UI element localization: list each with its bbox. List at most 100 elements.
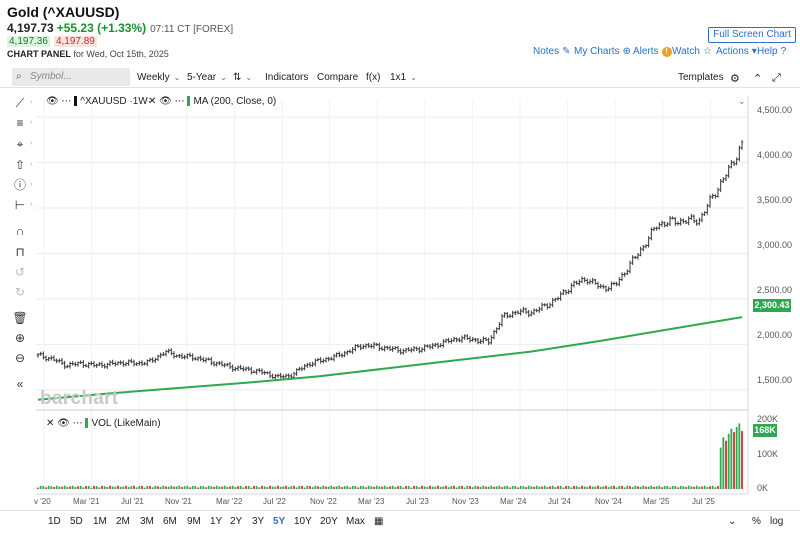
- percent-toggle[interactable]: %: [752, 516, 761, 527]
- indicators-button[interactable]: Indicators: [265, 72, 309, 83]
- volume-bar: [567, 485, 570, 489]
- ohlc-bar: [578, 279, 581, 286]
- volume-bar: [285, 485, 287, 489]
- ohlc-bar: [524, 307, 528, 315]
- volume-bar: [317, 486, 319, 489]
- volume-bar: [421, 485, 423, 489]
- range-button-1d[interactable]: 1D: [48, 516, 61, 527]
- ohlc-bar: [716, 187, 720, 198]
- unlock-icon[interactable]: ⊓: [15, 245, 25, 259]
- my-charts-link[interactable]: My Charts ⊕: [574, 46, 631, 57]
- measure-tool-icon[interactable]: ⊢ ›: [14, 198, 33, 212]
- log-toggle[interactable]: log: [770, 516, 784, 527]
- range-button-1m[interactable]: 1M: [93, 516, 107, 527]
- layout-dropdown[interactable]: 1x1 ⌄: [390, 72, 417, 83]
- chevron-down-icon[interactable]: ⌄: [728, 516, 737, 527]
- notes-link[interactable]: Notes ✎: [533, 46, 571, 57]
- zoom-out-icon[interactable]: ⊖: [14, 351, 26, 365]
- chart-type-dropdown[interactable]: ⇅ ⌄: [233, 72, 252, 83]
- volume-bar: [247, 485, 250, 489]
- calendar-icon[interactable]: ▦: [374, 516, 384, 527]
- settings-gear-icon[interactable]: ⚙: [730, 73, 740, 85]
- range-dropdown[interactable]: 5-Year ⌄: [187, 72, 227, 83]
- alerts-link[interactable]: Alerts!: [633, 46, 672, 57]
- more-icon[interactable]: ⋯: [61, 96, 72, 107]
- legend-collapse-icon[interactable]: ⌄: [738, 96, 746, 106]
- range-button-20y[interactable]: 20Y: [320, 516, 338, 527]
- range-button-2y[interactable]: 2Y: [230, 516, 243, 527]
- symbol-search-input[interactable]: ⌕ Symbol...: [12, 68, 130, 86]
- ohlc-bar: [322, 358, 325, 364]
- ohlc-bar: [463, 334, 466, 340]
- redo-icon[interactable]: ↻: [14, 285, 26, 299]
- volume-bar: [626, 485, 629, 489]
- ohlc-bar: [247, 366, 250, 371]
- volume-bar: [610, 486, 613, 489]
- help-link[interactable]: Help?: [757, 46, 786, 57]
- range-button-max[interactable]: Max: [346, 516, 365, 527]
- trendline-tool-icon[interactable]: ⟋ ›: [15, 96, 33, 110]
- range-button-3y[interactable]: 3Y: [252, 516, 265, 527]
- range-button-5d[interactable]: 5D: [70, 516, 83, 527]
- volume-legend[interactable]: ✕ 👁 ⋯ VOL (LikeMain): [46, 418, 161, 429]
- close-icon[interactable]: ✕: [46, 418, 55, 429]
- ohlc-bar: [103, 363, 106, 369]
- ohlc-bar: [650, 227, 653, 241]
- main-series-legend[interactable]: 👁 ⋯ ^XAUUSD ·1W·: [46, 96, 151, 107]
- fibonacci-tool-icon[interactable]: ≡ ›: [16, 116, 33, 130]
- ohlc-bar: [276, 373, 280, 378]
- trash-icon[interactable]: 🗑: [12, 311, 28, 325]
- actions-menu[interactable]: Actions ▾: [716, 46, 757, 57]
- range-button-2m[interactable]: 2M: [116, 516, 130, 527]
- close-icon[interactable]: ✕: [148, 96, 157, 107]
- ohlc-bar: [234, 366, 237, 372]
- watch-link[interactable]: Watch ☆: [672, 46, 712, 57]
- templates-button[interactable]: Templates: [678, 72, 724, 83]
- more-icon[interactable]: ⋯: [174, 96, 185, 107]
- collapse-sidebar-icon[interactable]: «: [16, 377, 24, 391]
- range-button-6m[interactable]: 6M: [163, 516, 177, 527]
- magnet-icon[interactable]: ∩: [15, 224, 25, 238]
- ma-legend[interactable]: ✕ 👁 ⋯ MA (200, Close, 0): [148, 96, 276, 107]
- ohlc-bar: [338, 351, 341, 358]
- range-button-3m[interactable]: 3M: [140, 516, 154, 527]
- collapse-up-icon[interactable]: ⌃: [753, 73, 763, 85]
- volume-bar: [157, 486, 159, 489]
- range-button-9m[interactable]: 9M: [187, 516, 201, 527]
- volume-bar: [514, 485, 517, 489]
- eye-icon[interactable]: 👁: [57, 418, 70, 429]
- undo-icon[interactable]: ↺: [14, 265, 26, 279]
- compare-button[interactable]: Compare: [317, 72, 359, 83]
- volume-bar: [647, 486, 650, 489]
- expand-icon[interactable]: ⤢: [772, 72, 781, 84]
- volume-bar: [493, 486, 495, 489]
- ohlc-bar: [231, 364, 234, 372]
- notes-label: Notes: [533, 46, 560, 57]
- volume-tick-label: 100K: [757, 449, 779, 459]
- volume-bar: [354, 485, 357, 489]
- function-button[interactable]: f(x): [366, 72, 381, 83]
- volume-bar: [109, 485, 111, 489]
- eye-icon[interactable]: 👁: [159, 96, 172, 107]
- ohlc-bar: [535, 308, 538, 313]
- ohlc-bar: [324, 357, 328, 363]
- arrow-up-tool-icon[interactable]: ⇧ ›: [14, 158, 33, 172]
- shapes-tool-icon[interactable]: ⌖ ›: [16, 137, 33, 151]
- info-tool-icon[interactable]: ⓘ ›: [13, 178, 33, 192]
- more-icon[interactable]: ⋯: [72, 418, 83, 429]
- eye-icon[interactable]: 👁: [46, 96, 59, 107]
- period-dropdown[interactable]: Weekly ⌄: [137, 72, 180, 83]
- volume-bar: [210, 486, 213, 489]
- volume-bar: [469, 486, 471, 489]
- range-button-1y[interactable]: 1Y: [210, 516, 223, 527]
- ohlc-bar: [380, 346, 384, 351]
- range-button-10y[interactable]: 10Y: [294, 516, 312, 527]
- range-button-5y[interactable]: 5Y: [273, 516, 286, 527]
- full-screen-chart-button[interactable]: Full Screen Chart: [708, 27, 796, 43]
- ohlc-bar: [687, 216, 690, 226]
- ohlc-bar: [52, 355, 56, 362]
- volume-bar: [53, 487, 55, 489]
- zoom-in-icon[interactable]: ⊕: [14, 331, 26, 345]
- volume-bar: [87, 485, 90, 489]
